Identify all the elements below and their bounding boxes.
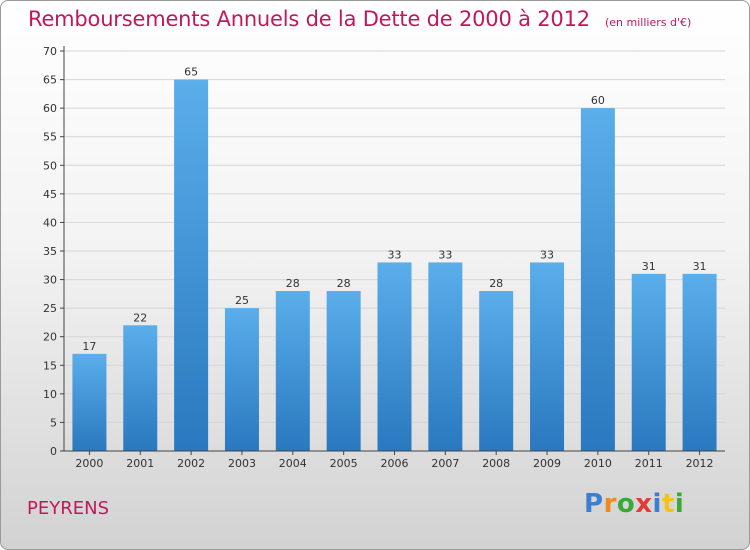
x-tick-label: 2004 — [279, 457, 307, 470]
x-tick-label: 2002 — [177, 457, 205, 470]
logo-letter: x — [635, 489, 653, 519]
logo-letter: t — [661, 489, 675, 519]
data-label: 33 — [540, 248, 554, 261]
data-label: 33 — [438, 248, 452, 261]
x-tick-label: 2008 — [482, 457, 510, 470]
chart-subtitle: (en milliers d'€) — [605, 16, 692, 29]
logo-letter: i — [652, 489, 662, 519]
x-tick-label: 2011 — [635, 457, 663, 470]
x-tick-label: 2007 — [431, 457, 459, 470]
y-tick-label: 30 — [43, 274, 57, 287]
bar — [224, 308, 259, 451]
y-tick-label: 50 — [43, 159, 57, 172]
data-label: 31 — [693, 260, 707, 273]
data-label: 31 — [642, 260, 656, 273]
data-label: 25 — [235, 294, 249, 307]
y-tick-label: 70 — [43, 45, 57, 58]
x-tick-label: 2001 — [126, 457, 154, 470]
bar — [530, 262, 565, 451]
logo-letter: r — [603, 489, 617, 519]
data-label: 17 — [82, 340, 96, 353]
x-tick-label: 2000 — [75, 457, 103, 470]
axes — [60, 46, 725, 455]
bar — [631, 273, 666, 451]
x-tick-label: 2009 — [533, 457, 561, 470]
x-tick-label: 2006 — [381, 457, 409, 470]
y-tick-label: 40 — [43, 216, 57, 229]
bars — [72, 79, 717, 452]
y-tick-label: 45 — [43, 188, 57, 201]
x-tick-label: 2010 — [584, 457, 612, 470]
data-label: 33 — [388, 248, 402, 261]
data-label: 60 — [591, 94, 605, 107]
logo-letter: i — [674, 489, 685, 519]
data-label: 28 — [489, 277, 503, 290]
commune-name: PEYRENS — [27, 498, 109, 519]
data-label: 28 — [286, 277, 300, 290]
data-label: 65 — [184, 66, 198, 79]
bar — [479, 291, 514, 451]
labels: 0 5 10 15 20 25 30 35 40 45 50 55 60 65 70 17 2000 22 2001… — [43, 45, 714, 470]
x-tick-label: 2005 — [330, 457, 358, 470]
y-tick-label: 65 — [43, 74, 57, 87]
y-tick-label: 10 — [43, 388, 57, 401]
chart-title: Remboursements Annuels de la Dette de 20… — [28, 7, 590, 31]
bar — [377, 262, 412, 451]
title-row: Remboursements Annuels de la Dette de 20… — [28, 7, 691, 31]
y-tick-label: 55 — [43, 131, 57, 144]
bar — [275, 291, 310, 451]
proxiti-logo: Proxiti — [584, 489, 684, 519]
y-tick-label: 25 — [43, 302, 57, 315]
bar — [123, 325, 158, 451]
data-label: 22 — [133, 311, 147, 324]
bar — [326, 291, 361, 451]
y-tick-label: 35 — [43, 245, 57, 258]
y-tick-label: 20 — [43, 331, 57, 344]
y-tick-label: 0 — [50, 445, 57, 458]
bar — [428, 262, 463, 451]
y-tick-label: 15 — [43, 359, 57, 372]
x-tick-label: 2012 — [686, 457, 714, 470]
x-tick-label: 2003 — [228, 457, 256, 470]
logo-letter: P — [584, 489, 604, 519]
y-tick-label: 5 — [50, 416, 57, 429]
y-tick-label: 60 — [43, 102, 57, 115]
data-label: 28 — [337, 277, 351, 290]
bar — [174, 79, 209, 452]
logo-letter: o — [616, 489, 636, 519]
bar — [72, 353, 107, 451]
bar — [580, 108, 615, 452]
bar — [682, 273, 717, 451]
